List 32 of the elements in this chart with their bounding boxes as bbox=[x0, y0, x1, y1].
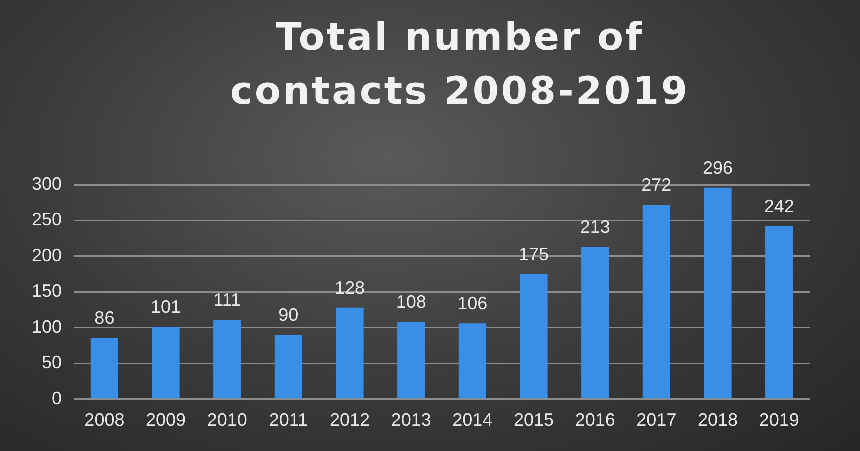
y-tick-label: 200 bbox=[32, 245, 62, 266]
x-tick-label: 2016 bbox=[575, 410, 616, 430]
data-label: 108 bbox=[396, 292, 426, 312]
x-tick-label: 2010 bbox=[207, 410, 248, 430]
data-label: 106 bbox=[458, 294, 488, 314]
data-label: 296 bbox=[702, 158, 734, 178]
y-tick-label: 100 bbox=[32, 316, 62, 337]
x-tick-label: 2012 bbox=[330, 410, 370, 430]
data-label: 111 bbox=[214, 290, 242, 310]
y-tick-label: 150 bbox=[32, 281, 62, 302]
x-tick-label: 2011 bbox=[269, 410, 308, 430]
chart-title: Total number of contacts 2008-2019 bbox=[229, 14, 691, 115]
x-tick-label: 2009 bbox=[146, 410, 186, 430]
x-tick-label: 2014 bbox=[452, 410, 493, 430]
x-tick-label: 2018 bbox=[698, 410, 738, 430]
data-label: 272 bbox=[642, 174, 672, 195]
data-label: 242 bbox=[764, 196, 794, 216]
x-tick-label: 2008 bbox=[84, 410, 125, 430]
data-label: 101 bbox=[151, 297, 182, 318]
data-label: 86 bbox=[94, 308, 115, 328]
data-label: 90 bbox=[278, 305, 299, 326]
x-tick-label: 2019 bbox=[759, 410, 800, 430]
y-tick-label: 50 bbox=[42, 352, 62, 373]
data-label: 213 bbox=[580, 217, 610, 238]
y-tick-label: 0 bbox=[52, 388, 62, 408]
x-tick-label: 2015 bbox=[514, 410, 554, 430]
y-tick-label: 300 bbox=[32, 174, 62, 194]
data-label: 175 bbox=[518, 244, 550, 264]
y-tick-label: 250 bbox=[32, 210, 62, 230]
x-tick-label: 2017 bbox=[636, 410, 677, 430]
data-label: 128 bbox=[334, 278, 366, 298]
x-tick-label: 2013 bbox=[391, 410, 432, 430]
